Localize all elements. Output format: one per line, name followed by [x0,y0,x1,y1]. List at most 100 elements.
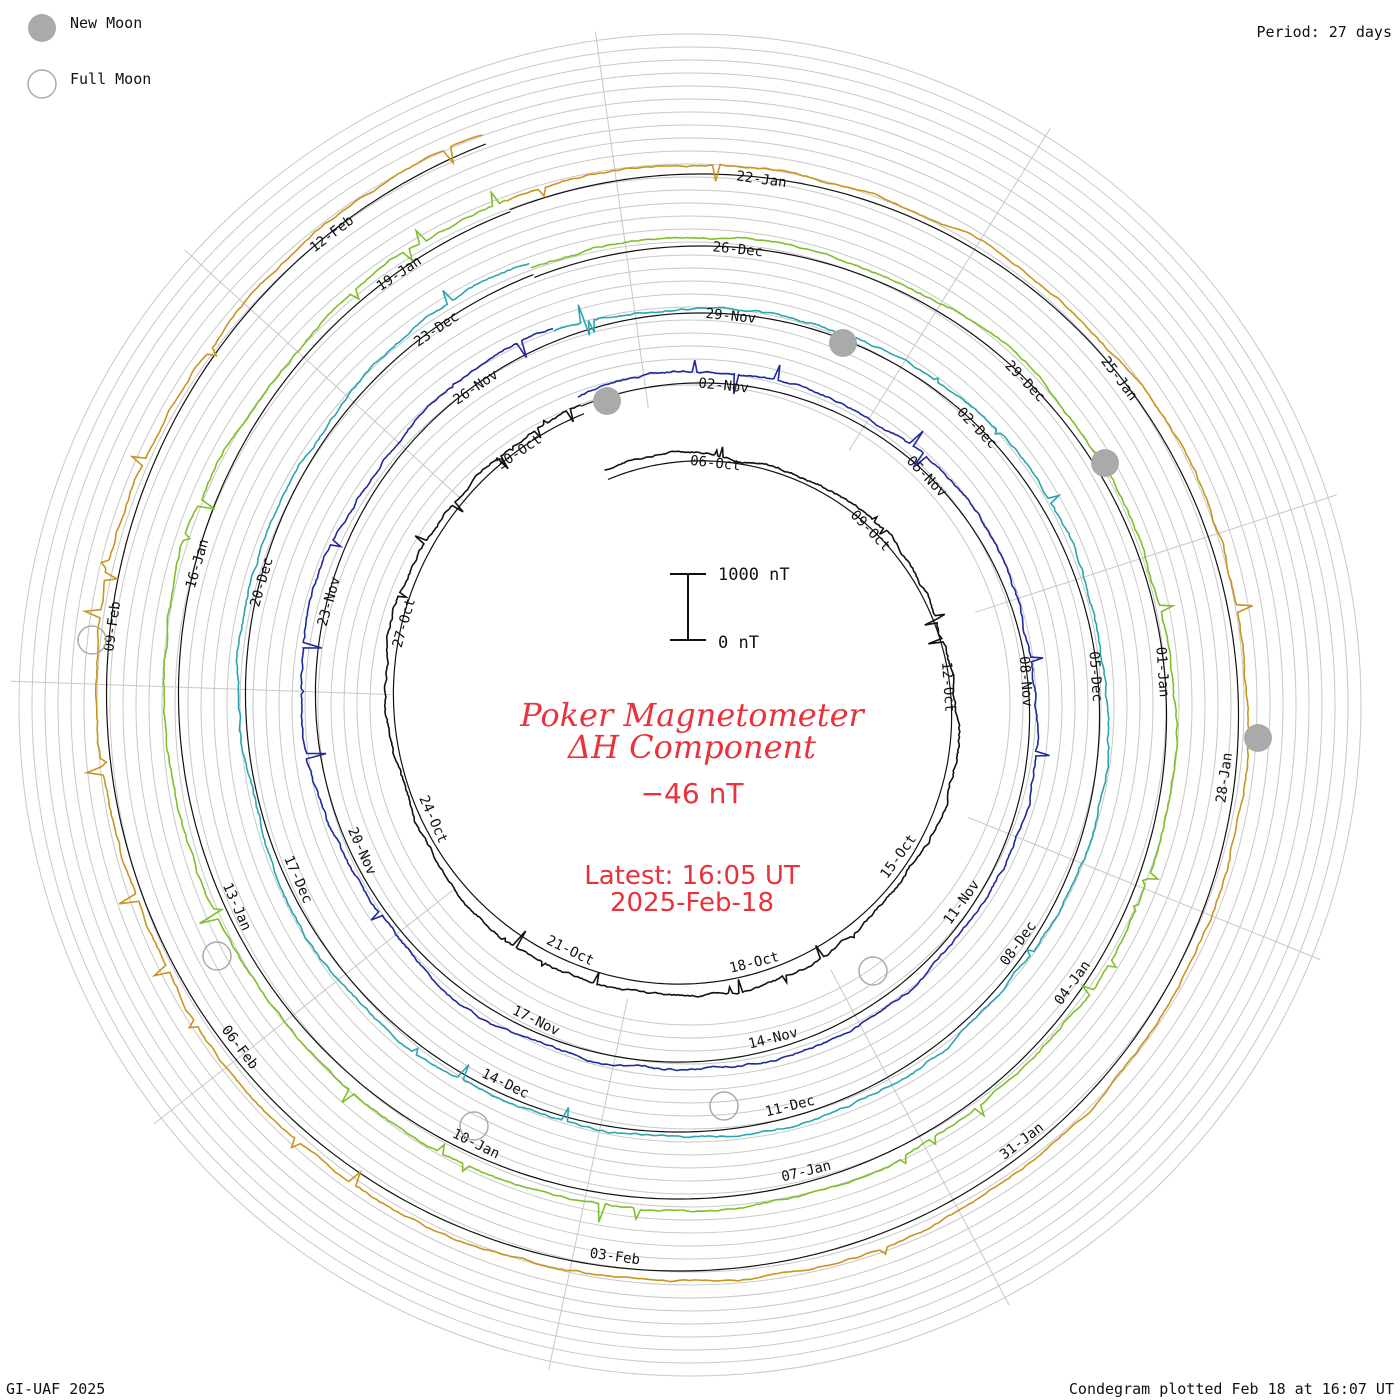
grid-ring [291,306,1089,1104]
grid-ring [18,33,1362,1377]
baseline-spiral [244,274,1101,1133]
date-label: 29-Nov [705,306,757,327]
latest-time: Latest: 16:05 UT [584,861,800,891]
date-label: 08-Nov [1016,656,1035,708]
grid-spoke [594,31,649,408]
trace-26-Dec [162,189,1179,1223]
grid-spoke [830,969,1010,1306]
grid-ring [317,332,1063,1078]
new-moon-marker [1244,724,1272,752]
grid-ring [200,215,1180,1195]
date-label: 14-Nov [747,1025,800,1053]
date-label: 28-Jan [1213,752,1236,804]
grid-ring [161,176,1219,1234]
baseline-spiral [314,339,1031,1063]
date-label: 12-Oct [938,661,957,713]
trace-06-Oct [383,404,961,998]
date-label: 02-Nov [698,375,750,396]
grid-ring [148,163,1232,1247]
current-value: −46 nT [641,777,745,810]
date-label: 09-Feb [101,600,124,652]
grid-spokes [10,31,1337,1371]
grid-ring [239,254,1141,1156]
date-label: 01-Jan [1152,646,1171,698]
full-moon-marker [858,956,888,986]
full-moon-marker [77,625,107,655]
date-label: 10-Jan [450,1126,502,1163]
date-label: 30-Oct [494,431,545,473]
grid-ring [70,85,1310,1325]
date-label: 20-Dec [247,556,276,609]
new-moon-marker [1091,449,1119,477]
full-moon-marker [709,1091,739,1121]
grid-ring [44,59,1336,1351]
date-label: 18-Oct [728,949,781,977]
grid-ring [265,280,1115,1130]
date-label: 11-Dec [764,1093,817,1121]
trace-29-Nov [235,262,1110,1139]
grid-ring [226,241,1154,1169]
grid-ring [278,293,1102,1117]
date-label: 31-Jan [997,1120,1047,1163]
grid-ring [135,150,1245,1260]
legend-new-moon-label: New Moon [70,14,143,32]
full-moon-marker [202,941,232,971]
grid-ring [369,384,1011,1026]
grid-spoke [10,680,391,696]
grid-spoke [975,494,1337,613]
grid-ring [83,98,1297,1312]
date-label: 21-Oct [544,933,596,970]
grid-spoke [848,128,1051,451]
grid-ring [109,124,1271,1286]
date-label: 14-Dec [479,1066,531,1103]
trace-22-Jan [81,134,1253,1283]
latest-date: 2025-Feb-18 [610,888,774,918]
legend-full-moon-label: Full Moon [70,70,152,88]
baseline-spiral [177,211,1168,1200]
date-label: 05-Nov [903,453,950,500]
grid-ring [57,72,1323,1338]
scale-bar: 1000 nT 0 nT [670,565,790,653]
legend-full-moon-icon [27,69,57,99]
baseline-rings [105,143,1240,1272]
scale-top-label: 1000 nT [718,565,790,585]
grid-ring [252,267,1128,1143]
grid-ring [31,46,1349,1364]
grid-spoke [184,249,468,505]
plotted-timestamp: Condegram plotted Feb 18 at 16:07 UT [1068,1380,1394,1398]
grid-ring [122,137,1258,1273]
date-label: 03-Feb [589,1246,641,1269]
grid-ring [330,345,1050,1065]
scale-bottom-label: 0 nT [718,633,759,653]
date-label: 26-Dec [712,239,764,260]
grid-ring [174,189,1206,1221]
baseline-spiral [105,143,1240,1272]
date-label: 27-Oct [390,597,419,650]
baseline-spiral [392,413,953,985]
new-moon-marker [829,329,857,357]
trace-02-Nov [300,327,1050,1072]
data-traces [81,134,1253,1283]
credit-label: GI-UAF 2025 [6,1380,106,1398]
date-label: 07-Jan [780,1158,833,1186]
grid-spoke [153,889,454,1125]
full-moon-marker [459,1111,489,1141]
grid-rings [18,33,1362,1377]
date-label: 05-Dec [1086,651,1105,703]
period-label: Period: 27 days [1256,23,1392,41]
title-line-2: ΔH Component [566,728,816,766]
title-line-1: Poker Magnetometer [519,696,865,734]
date-label: 19-Jan [374,253,425,295]
date-label: 20-Nov [344,825,379,878]
date-label: 22-Jan [735,168,787,191]
moon-markers [77,329,1272,1141]
grid-ring [304,319,1076,1091]
date-label: 24-Oct [415,793,450,846]
grid-ring [343,358,1037,1052]
date-label: 26-Nov [450,367,501,409]
grid-ring [187,202,1193,1208]
date-label: 06-Oct [689,453,741,474]
new-moon-marker [593,387,621,415]
grid-spoke [548,998,629,1371]
